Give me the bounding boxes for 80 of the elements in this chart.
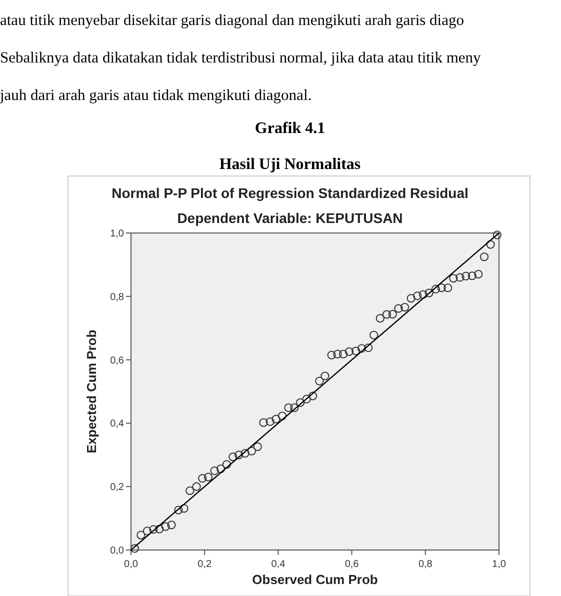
point	[272, 414, 280, 424]
point	[339, 350, 348, 358]
text: Grafik 4.1	[254, 120, 326, 137]
point	[308, 392, 318, 400]
point	[130, 544, 139, 553]
point	[216, 464, 226, 474]
point	[480, 252, 489, 262]
point	[167, 520, 176, 530]
x-tick-label: 0,0	[124, 559, 138, 570]
point	[234, 450, 244, 460]
point	[296, 398, 305, 407]
text: Sebaliknya data dikatakan tidak terdistribusi normal, jika data atau titik meny	[0, 50, 482, 66]
point	[418, 290, 428, 299]
point	[174, 506, 183, 514]
point	[437, 284, 446, 292]
point	[240, 449, 250, 458]
point	[320, 372, 330, 380]
point	[394, 304, 403, 313]
x-tick-label: 0,4	[271, 559, 286, 570]
point	[352, 346, 360, 356]
point	[424, 288, 434, 298]
chart-title: Normal P-P Plot of Regression Standardized Residual	[112, 185, 468, 201]
point	[406, 294, 416, 303]
point	[266, 417, 274, 426]
text: Hasil Uji Normalitas	[219, 156, 361, 173]
text: atau titik menyebar disekitar garis diagonal dan mengikuti arah garis diago	[0, 12, 464, 29]
point	[370, 330, 378, 340]
point	[278, 412, 287, 420]
point	[228, 452, 238, 462]
point	[431, 284, 440, 294]
y-tick-label: 0,4	[110, 418, 124, 430]
point	[364, 343, 373, 352]
point	[290, 403, 299, 412]
y-axis-title: Expected Cum Prob	[84, 330, 99, 454]
point	[192, 482, 201, 491]
x-tick-label: 0,6	[344, 559, 360, 570]
point	[142, 526, 152, 536]
point	[344, 347, 354, 356]
point	[400, 302, 410, 312]
x-tick-label: 1,0	[492, 559, 506, 570]
point	[474, 270, 483, 279]
point	[284, 403, 293, 412]
point	[204, 472, 213, 482]
point	[222, 460, 231, 469]
point	[161, 522, 170, 531]
point	[492, 230, 502, 240]
point	[327, 350, 336, 360]
y-tick-label: 1,0	[110, 228, 124, 240]
point	[376, 314, 384, 323]
point	[136, 530, 146, 540]
point	[198, 474, 207, 483]
y-tick-label: 0,6	[110, 355, 124, 366]
point	[468, 271, 476, 280]
point	[210, 466, 219, 476]
point	[149, 525, 158, 534]
y-tick-label: 0,8	[110, 292, 124, 303]
point	[449, 274, 458, 283]
point	[259, 418, 268, 427]
point	[382, 310, 392, 319]
point	[486, 240, 495, 249]
point	[253, 442, 262, 451]
x-tick-label: 0,8	[418, 559, 433, 570]
chart-subtitle: Dependent Variable: KEPUTUSAN	[177, 210, 403, 226]
point	[186, 486, 194, 496]
point	[247, 446, 256, 456]
point	[444, 284, 452, 292]
x-tick-label: 0,2	[198, 559, 212, 570]
point	[302, 394, 311, 404]
y-tick-label: 0,0	[110, 546, 124, 556]
point	[456, 273, 464, 282]
point	[180, 504, 188, 513]
point	[413, 291, 422, 300]
y-tick-label: 0,2	[110, 482, 124, 494]
point	[388, 310, 397, 318]
point	[357, 344, 366, 353]
point	[315, 376, 324, 386]
point	[462, 272, 470, 280]
x-axis-title: Observed Cum Prob	[252, 572, 378, 587]
point	[333, 350, 342, 358]
point	[155, 524, 164, 534]
